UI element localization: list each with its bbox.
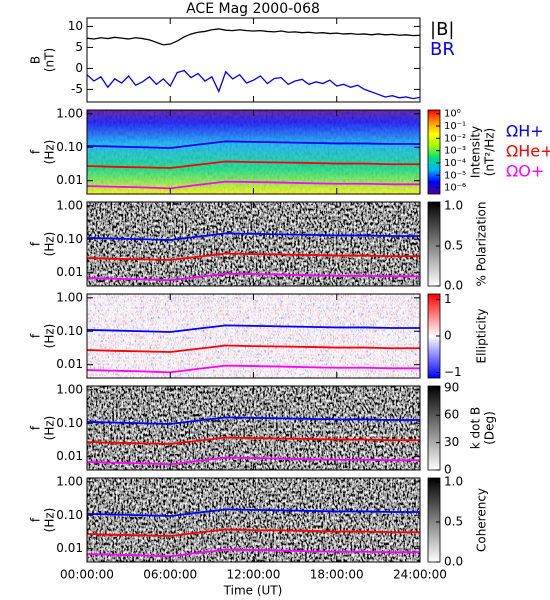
x-tick-label: 00:00:00 bbox=[60, 568, 114, 582]
colorbar-tick-label: 10⁻² bbox=[444, 133, 466, 144]
y-tick-label: 0.10 bbox=[56, 416, 83, 430]
series-line bbox=[87, 180, 420, 190]
y-tick-label: 0.10 bbox=[56, 324, 83, 338]
y-axis-label: B bbox=[29, 56, 43, 64]
colorbar-tick-label: 0.5 bbox=[444, 239, 463, 253]
colorbar-tick-label: 1.0 bbox=[444, 475, 463, 489]
y-axis-unit: (nT) bbox=[43, 48, 57, 72]
colorbar-label: Intensity bbox=[469, 126, 483, 178]
colorbar-tick-label: 90 bbox=[444, 380, 459, 394]
y-tick-label: -5 bbox=[71, 82, 83, 96]
y-axis-label: f bbox=[29, 425, 43, 430]
legend-entry: ΩO+ bbox=[506, 162, 544, 181]
x-axis-label: Time (UT) bbox=[223, 584, 283, 598]
colorbar-tick-label: 0.0 bbox=[444, 279, 463, 293]
colorbar-label: Ellipticity bbox=[475, 309, 489, 364]
colorbar bbox=[427, 109, 441, 195]
spectrogram bbox=[87, 478, 420, 562]
x-tick-label: 06:00:00 bbox=[143, 568, 197, 582]
colorbar-label: Coherency bbox=[475, 488, 489, 552]
colorbar-tick-label: 10⁻⁶ bbox=[444, 183, 466, 194]
series-line bbox=[87, 324, 420, 333]
colorbar-tick-label: 0 bbox=[444, 463, 452, 477]
spectrogram bbox=[87, 386, 420, 470]
colorbar-tick-label: 1.0 bbox=[444, 199, 463, 213]
y-axis-label: f bbox=[29, 333, 43, 338]
spectrogram bbox=[87, 202, 420, 286]
colorbar-tick-label: 10⁻⁴ bbox=[444, 158, 466, 169]
colorbar-tick-label: 1 bbox=[444, 292, 452, 306]
series-line bbox=[87, 436, 420, 445]
spectrogram bbox=[87, 294, 420, 378]
series-line bbox=[87, 344, 420, 353]
y-tick-label: 0.10 bbox=[56, 508, 83, 522]
legend-entry: BR bbox=[430, 39, 455, 60]
colorbar-tick-label: 0 bbox=[444, 329, 452, 343]
colorbar-unit: (nT²/Hz) bbox=[483, 128, 497, 176]
series-line bbox=[87, 528, 420, 537]
series-line bbox=[87, 160, 420, 169]
y-axis-label: f bbox=[29, 241, 43, 246]
y-tick-label: 0.01 bbox=[56, 449, 83, 463]
colorbar bbox=[427, 477, 441, 563]
colorbar-tick-label: 10⁰ bbox=[444, 109, 461, 120]
legend-entry: ΩHe+ bbox=[506, 142, 550, 161]
colorbar bbox=[427, 201, 441, 287]
y-tick-label: 1.00 bbox=[56, 474, 83, 488]
series-line bbox=[87, 232, 420, 241]
y-axis-unit: (Hz) bbox=[43, 416, 57, 441]
colorbar-label: k dot B bbox=[469, 407, 483, 449]
y-axis-label: f bbox=[29, 149, 43, 154]
y-axis-unit: (Hz) bbox=[43, 508, 57, 533]
colorbar-tick-label: 10⁻¹ bbox=[444, 121, 466, 132]
colorbar-tick-label: 60 bbox=[444, 408, 459, 422]
y-tick-label: 0.01 bbox=[56, 541, 83, 555]
y-tick-label: 5 bbox=[75, 40, 83, 54]
legend-entry: |B| bbox=[430, 19, 454, 40]
spectrogram-texture bbox=[87, 110, 420, 194]
y-tick-label: 0.10 bbox=[56, 232, 83, 246]
colorbar-tick-label: 30 bbox=[444, 435, 459, 449]
y-tick-label: 0.01 bbox=[56, 265, 83, 279]
y-tick-label: 10 bbox=[68, 19, 83, 33]
series-line bbox=[87, 272, 420, 282]
y-axis-unit: (Hz) bbox=[43, 324, 57, 349]
colorbar-tick-label: 10⁻³ bbox=[444, 146, 466, 157]
colorbar-tick-label: 0.5 bbox=[444, 515, 463, 529]
chart-title: ACE Mag 2000-068 bbox=[186, 1, 320, 17]
y-axis-unit: (Hz) bbox=[43, 232, 57, 257]
colorbar-tick-label: 10⁻⁵ bbox=[444, 170, 466, 181]
x-tick-label: 12:00:00 bbox=[227, 568, 281, 582]
series-line bbox=[87, 69, 420, 100]
series-line bbox=[87, 252, 420, 261]
series-line bbox=[87, 140, 420, 149]
series-line bbox=[87, 28, 420, 46]
series-line bbox=[87, 456, 420, 466]
y-tick-label: 0.01 bbox=[56, 173, 83, 187]
colorbar-label: % Polarization bbox=[475, 202, 489, 287]
y-tick-label: 1.00 bbox=[56, 198, 83, 212]
series-line bbox=[87, 364, 420, 374]
legend-entry: ΩH+ bbox=[506, 122, 544, 141]
y-axis-unit: (Hz) bbox=[43, 140, 57, 165]
y-tick-label: 0.01 bbox=[56, 357, 83, 371]
x-tick-label: 18:00:00 bbox=[310, 568, 364, 582]
y-tick-label: 1.00 bbox=[56, 106, 83, 120]
series-line bbox=[87, 416, 420, 425]
y-tick-label: 0.10 bbox=[56, 140, 83, 154]
colorbar-tick-label: −1 bbox=[444, 365, 462, 379]
y-axis-label: f bbox=[29, 517, 43, 522]
y-tick-label: 0 bbox=[75, 61, 83, 75]
colorbar-unit: (Deg) bbox=[483, 411, 497, 445]
colorbar-tick-label: 0.0 bbox=[444, 555, 463, 569]
x-tick-label: 24:00:00 bbox=[393, 568, 447, 582]
series-line bbox=[87, 508, 420, 517]
y-tick-label: 1.00 bbox=[56, 382, 83, 396]
y-tick-label: 1.00 bbox=[56, 290, 83, 304]
colorbar bbox=[427, 385, 441, 471]
series-line bbox=[87, 548, 420, 558]
